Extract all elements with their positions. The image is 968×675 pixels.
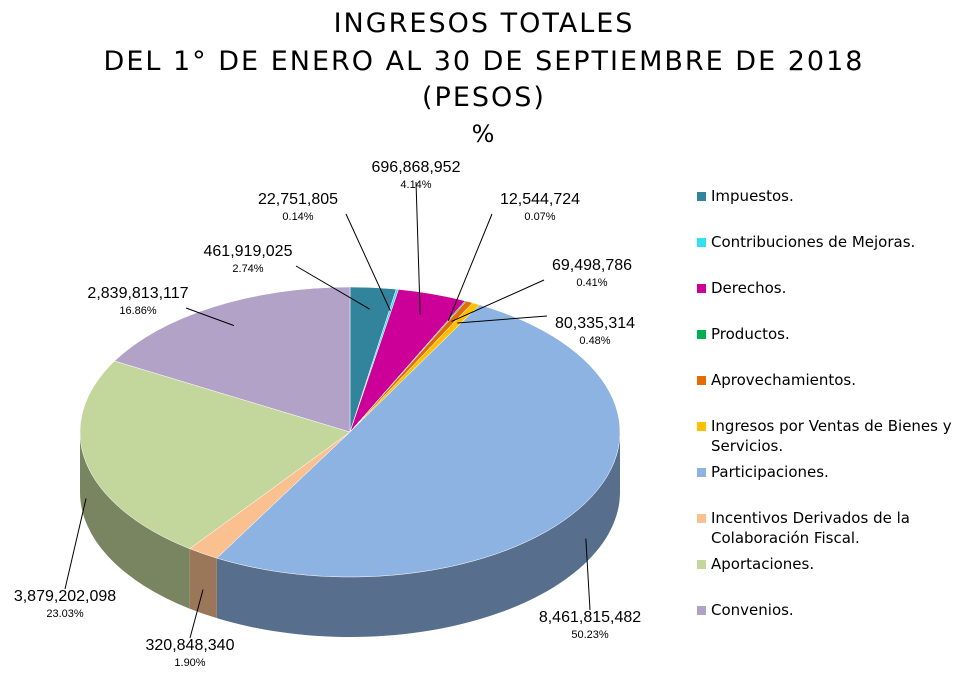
pie-slice	[114, 286, 351, 433]
legend-swatch	[697, 422, 706, 431]
leader-line	[415, 181, 421, 315]
legend-swatch	[697, 468, 706, 477]
data-label: 8,461,815,482	[539, 609, 641, 626]
percent-label: 0.07%	[524, 211, 555, 223]
data-label: 461,919,025	[204, 243, 293, 260]
percent-label: 2.74%	[232, 263, 263, 275]
pie-side	[216, 432, 620, 637]
percent-label: 23.03%	[46, 608, 84, 620]
legend-item: Impuestos.	[697, 186, 967, 232]
percent-label: 0.48%	[579, 335, 610, 347]
legend-label: Impuestos.	[711, 187, 794, 205]
data-label: 696,868,952	[372, 159, 461, 176]
legend-label: Derechos.	[711, 279, 787, 297]
legend-item: Aportaciones.	[697, 554, 967, 600]
data-label: 320,848,340	[146, 637, 235, 654]
legend-label: Productos.	[711, 325, 790, 343]
legend-swatch	[697, 560, 706, 569]
legend-label: Participaciones.	[711, 463, 829, 481]
percent-label: 16.86%	[119, 305, 157, 317]
percent-label: 50.23%	[571, 629, 609, 641]
legend-label: Incentivos Derivados de la Colaboración …	[711, 509, 910, 547]
legend-item: Aprovechamientos.	[697, 370, 967, 416]
pie-side	[189, 548, 217, 619]
legend-swatch	[697, 606, 706, 615]
leader-line	[457, 315, 548, 324]
legend-swatch	[697, 376, 706, 385]
leader-line	[585, 538, 591, 611]
data-label: 12,544,724	[500, 191, 580, 208]
legend-label: Aportaciones.	[711, 555, 815, 573]
percent-label: 0.41%	[576, 277, 607, 289]
legend-label: Aprovechamientos.	[711, 371, 857, 389]
data-label: 3,879,202,098	[14, 588, 116, 605]
chart-title: DEL 1° DE ENERO AL 30 DE SEPTIEMBRE DE 2…	[104, 46, 865, 77]
chart-title: INGRESOS TOTALES	[334, 8, 635, 39]
percent-label: 0.14%	[282, 211, 313, 223]
legend-item: Derechos.	[697, 278, 967, 324]
legend-label: Convenios.	[711, 601, 794, 619]
legend-item: Convenios.	[697, 600, 967, 646]
legend: Impuestos. Contribuciones de Mejoras. Dere…	[697, 186, 967, 646]
legend-swatch	[697, 238, 706, 247]
data-label: 2,839,813,117	[87, 285, 188, 302]
legend-item: Contribuciones de Mejoras.	[697, 232, 967, 278]
legend-swatch	[697, 284, 706, 293]
legend-swatch	[697, 514, 706, 523]
leader-line	[64, 498, 87, 590]
legend-label: Contribuciones de Mejoras.	[711, 233, 916, 251]
percent-label: 4.14%	[400, 179, 431, 191]
pie-slice	[216, 304, 621, 578]
pie-side	[80, 432, 190, 609]
chart-subtitle: %	[472, 120, 497, 148]
percent-label: 1.90%	[174, 657, 205, 669]
leader-line	[451, 279, 545, 322]
leader-line	[345, 213, 391, 311]
leader-line	[447, 213, 493, 321]
legend-item: Productos.	[697, 324, 967, 370]
legend-item: Incentivos Derivados de la Colaboración …	[697, 508, 967, 554]
legend-label: Ingresos por Ventas de Bienes y Servicio…	[711, 417, 952, 455]
legend-item: Participaciones.	[697, 462, 967, 508]
legend-swatch	[697, 330, 706, 339]
legend-item: Ingresos por Ventas de Bienes y Servicio…	[697, 416, 967, 462]
leader-line	[189, 589, 204, 639]
legend-swatch	[697, 192, 706, 201]
data-label: 80,335,314	[555, 315, 635, 332]
data-label: 69,498,786	[552, 257, 632, 274]
pie-slice	[79, 360, 351, 549]
leader-line	[185, 307, 235, 327]
leader-line	[295, 265, 370, 310]
chart-title: (PESOS)	[422, 82, 546, 113]
data-label: 22,751,805	[258, 191, 338, 208]
